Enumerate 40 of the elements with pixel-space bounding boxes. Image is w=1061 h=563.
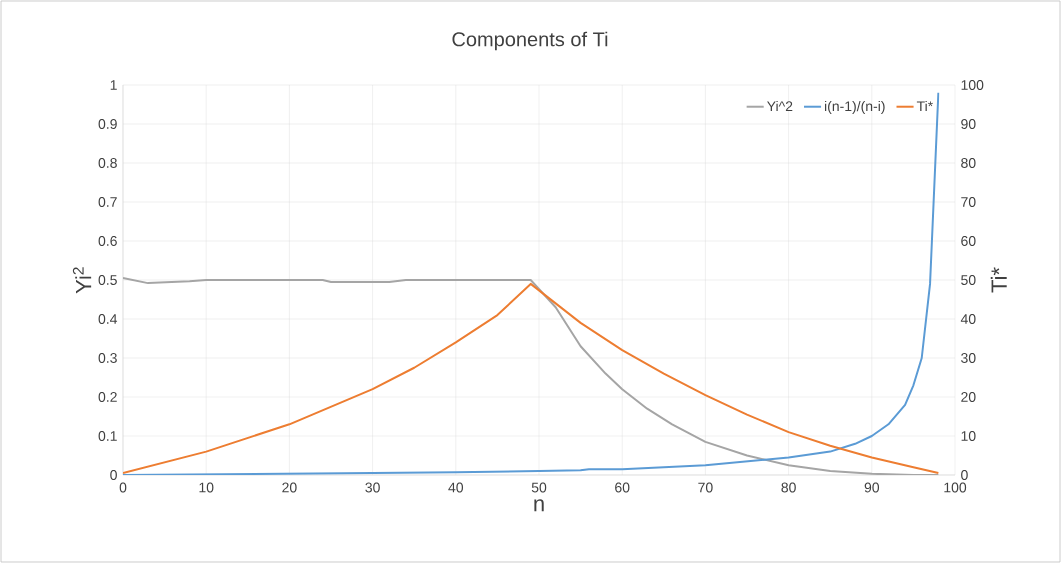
y2-tick-label: 100: [961, 80, 984, 90]
x-tick-label: 30: [365, 482, 380, 493]
y2-tick-label: 60: [961, 236, 976, 246]
y-tick-label: 0.3: [98, 353, 117, 363]
legend-label: i(n-1)/(n-i): [825, 100, 885, 114]
y-tick-label: 1: [110, 80, 117, 90]
x-tick-label: 80: [781, 482, 796, 493]
chart-title: Components of Ti: [452, 31, 608, 51]
legend-label: Ti*: [916, 100, 933, 112]
y-tick-label: 0.7: [98, 197, 117, 207]
y-tick-label: 0.6: [98, 236, 117, 246]
x-tick-label: 20: [282, 482, 297, 493]
y-tick-label: 0.8: [98, 158, 117, 168]
x-tick-label: 90: [864, 482, 880, 493]
y-axis-title: Yi$^{2}$: [72, 267, 92, 294]
y-tick-label: 0.9: [98, 119, 117, 129]
y2-tick-label: 10: [961, 431, 976, 441]
y2-tick-label: 70: [961, 197, 976, 207]
x-tick-label: 40: [448, 482, 464, 493]
y-tick-label: 0.5: [98, 275, 117, 285]
x-tick-label: 0: [119, 482, 127, 493]
y-tick-label: 0.2: [98, 392, 117, 402]
y2-tick-label: 30: [961, 353, 976, 363]
y2-tick-label: 50: [961, 275, 976, 285]
y2-tick-label: 80: [961, 158, 976, 168]
y2-tick-label: 0: [961, 470, 968, 480]
y2-tick-label: 20: [961, 392, 976, 402]
y2-axis-title: Ti*: [990, 267, 1007, 293]
x-tick-label: 10: [199, 482, 214, 493]
y-tick-label: 0: [110, 470, 117, 480]
y2-tick-label: 90: [961, 119, 976, 129]
legend-label: Yi^2: [767, 100, 793, 112]
y-tick-label: 0.1: [98, 431, 117, 441]
y2-tick-label: 40: [960, 314, 976, 324]
x-tick-label: 60: [615, 482, 630, 493]
x-tick-label: 50: [531, 482, 547, 493]
y-tick-label: 0.4: [98, 314, 118, 324]
x-axis-title: n: [534, 499, 544, 512]
x-tick-label: 100: [944, 482, 967, 493]
x-tick-label: 70: [698, 482, 713, 493]
